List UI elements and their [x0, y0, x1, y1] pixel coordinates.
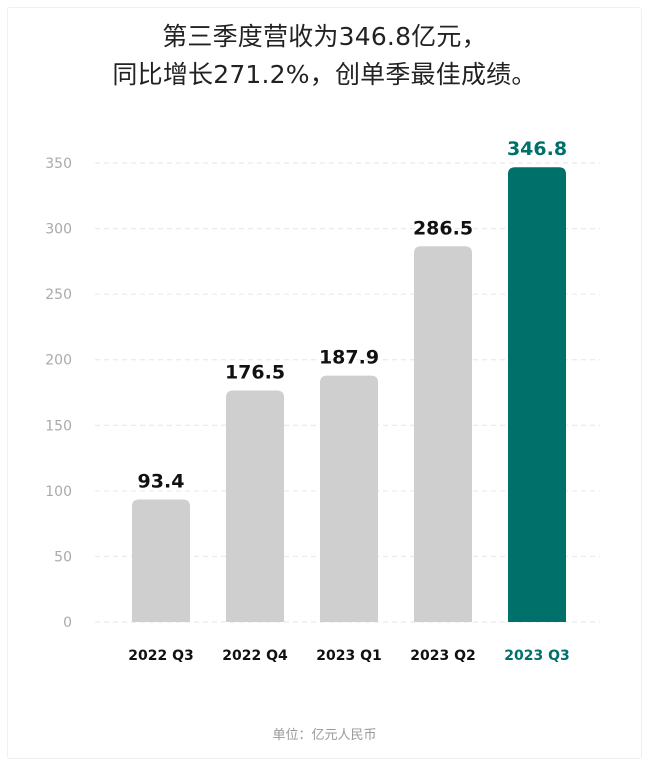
- y-tick-label: 250: [45, 287, 72, 303]
- y-tick-label: 50: [54, 549, 72, 565]
- y-tick-label: 300: [45, 222, 72, 238]
- bar-value-label: 187.9: [319, 347, 379, 369]
- y-tick-label: 100: [45, 484, 72, 500]
- bar: [508, 167, 566, 622]
- bar: [320, 375, 378, 622]
- x-tick-label: 2023 Q2: [410, 648, 475, 664]
- y-tick-label: 200: [45, 353, 72, 369]
- x-tick-label: 2023 Q1: [316, 648, 381, 664]
- x-tick-label: 2022 Q4: [222, 648, 288, 664]
- chart-title: 第三季度营收为346.8亿元， 同比增长271.2%，创单季最佳成绩。: [0, 18, 649, 94]
- x-tick-label: 2022 Q3: [128, 648, 193, 664]
- bar: [226, 390, 284, 622]
- chart-title-line-1: 第三季度营收为346.8亿元，: [162, 22, 487, 51]
- chart-title-line-2: 同比增长271.2%，创单季最佳成绩。: [112, 60, 537, 89]
- unit-footnote: 单位：亿元人民币: [272, 728, 377, 743]
- y-tick-label: 350: [45, 156, 72, 172]
- bar-value-label: 176.5: [225, 362, 285, 384]
- bar: [132, 499, 190, 622]
- bar-value-label: 286.5: [413, 217, 473, 239]
- y-tick-label: 0: [63, 615, 72, 631]
- y-tick-label: 150: [45, 418, 72, 434]
- bar-value-label: 93.4: [138, 471, 185, 493]
- bar-value-label: 346.8: [507, 138, 567, 160]
- bar: [414, 246, 472, 623]
- x-tick-label: 2023 Q3: [504, 648, 569, 664]
